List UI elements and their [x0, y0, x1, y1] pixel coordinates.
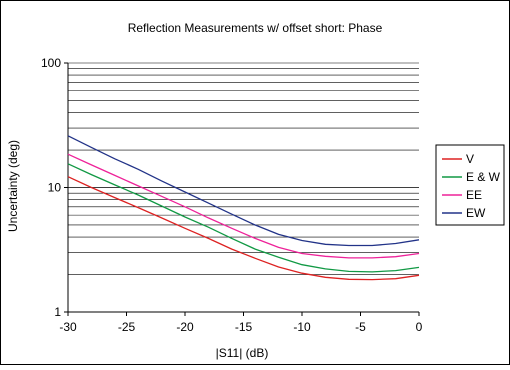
- series-lines: [67, 135, 420, 281]
- legend-label: EW: [466, 206, 486, 220]
- x-tick-label: -20: [176, 320, 194, 334]
- gridlines: [68, 62, 419, 275]
- x-tick-label: 0: [416, 320, 423, 334]
- y-axis-ticks: 1 10 100: [41, 56, 68, 319]
- series-line-v: [67, 176, 420, 281]
- x-axis-ticks: -30 -25 -20 -15 -10 -5 0: [59, 312, 423, 334]
- series-line-ew: [67, 135, 420, 247]
- y-tick-label: 100: [41, 56, 61, 70]
- y-tick-label: 1: [54, 305, 61, 319]
- series-line-e-w: [67, 163, 420, 273]
- x-tick-label: -15: [235, 320, 253, 334]
- series-line-ee: [67, 153, 420, 259]
- legend-label: EE: [466, 188, 482, 202]
- x-tick-label: -10: [293, 320, 311, 334]
- y-tick-label: 10: [48, 181, 62, 195]
- legend-label: V: [466, 152, 474, 166]
- x-tick-label: -30: [59, 320, 77, 334]
- legend: V E & W EE EW: [435, 144, 505, 226]
- legend-label: E & W: [466, 170, 501, 184]
- x-tick-label: -25: [118, 320, 136, 334]
- x-tick-label: -5: [355, 320, 366, 334]
- chart-title: Reflection Measurements w/ offset short:…: [128, 21, 383, 35]
- x-axis-label: |S11| (dB): [216, 346, 269, 360]
- y-axis-label: Uncertainty (deg): [6, 140, 20, 232]
